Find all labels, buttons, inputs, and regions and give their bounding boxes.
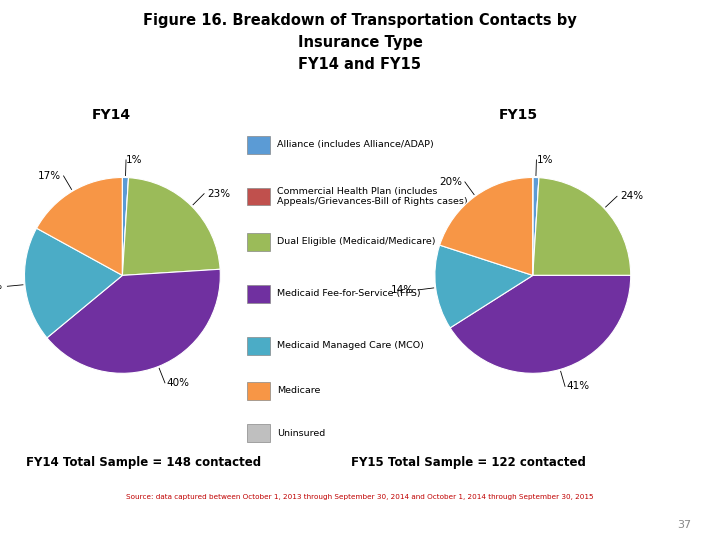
Text: 37: 37 — [677, 520, 691, 530]
Wedge shape — [435, 245, 533, 328]
Text: FY14 Total Sample = 148 contacted: FY14 Total Sample = 148 contacted — [27, 456, 261, 469]
Wedge shape — [533, 178, 631, 275]
Bar — [247, 382, 270, 400]
Bar — [247, 136, 270, 153]
Bar — [247, 187, 270, 205]
Text: Dual Eligible (Medicaid/Medicare): Dual Eligible (Medicaid/Medicare) — [277, 238, 436, 246]
Wedge shape — [122, 178, 129, 275]
Wedge shape — [440, 178, 533, 275]
Text: Medicare: Medicare — [277, 387, 320, 395]
Text: Source: data captured between October 1, 2013 through September 30, 2014 and Oct: Source: data captured between October 1,… — [126, 494, 594, 500]
Text: 41%: 41% — [567, 381, 590, 391]
Text: Medicaid Managed Care (MCO): Medicaid Managed Care (MCO) — [277, 341, 424, 350]
Wedge shape — [450, 275, 631, 373]
Wedge shape — [533, 178, 539, 275]
Bar — [247, 285, 270, 302]
Wedge shape — [122, 178, 129, 275]
Wedge shape — [37, 178, 122, 275]
Text: 23%: 23% — [207, 188, 230, 199]
Text: Alliance (includes Alliance/ADAP): Alliance (includes Alliance/ADAP) — [277, 140, 434, 149]
Text: 1%: 1% — [126, 155, 143, 165]
Text: Insurance Type: Insurance Type — [297, 35, 423, 50]
Bar — [247, 337, 270, 354]
Text: Medicaid Fee-for-Service (FFS): Medicaid Fee-for-Service (FFS) — [277, 289, 420, 298]
Text: 14%: 14% — [390, 285, 413, 295]
Text: 24%: 24% — [621, 191, 644, 201]
Text: Uninsured: Uninsured — [277, 429, 325, 437]
Bar — [247, 424, 270, 442]
Wedge shape — [24, 228, 122, 338]
Wedge shape — [122, 178, 220, 275]
Text: 40%: 40% — [166, 378, 189, 388]
Bar — [247, 233, 270, 251]
Text: 17%: 17% — [38, 171, 61, 181]
Text: FY14 and FY15: FY14 and FY15 — [299, 57, 421, 72]
Text: 20%: 20% — [439, 177, 462, 187]
Text: Figure 16. Breakdown of Transportation Contacts by: Figure 16. Breakdown of Transportation C… — [143, 14, 577, 29]
Text: 19%: 19% — [0, 281, 3, 291]
Text: FY15: FY15 — [499, 108, 538, 122]
Text: FY15 Total Sample = 122 contacted: FY15 Total Sample = 122 contacted — [351, 456, 585, 469]
Text: 1%: 1% — [536, 155, 553, 165]
Text: Commercial Health Plan (includes
Appeals/Grievances-Bill of Rights cases): Commercial Health Plan (includes Appeals… — [277, 187, 468, 206]
Text: FY14: FY14 — [92, 108, 131, 122]
Wedge shape — [533, 178, 539, 275]
Wedge shape — [47, 269, 220, 373]
